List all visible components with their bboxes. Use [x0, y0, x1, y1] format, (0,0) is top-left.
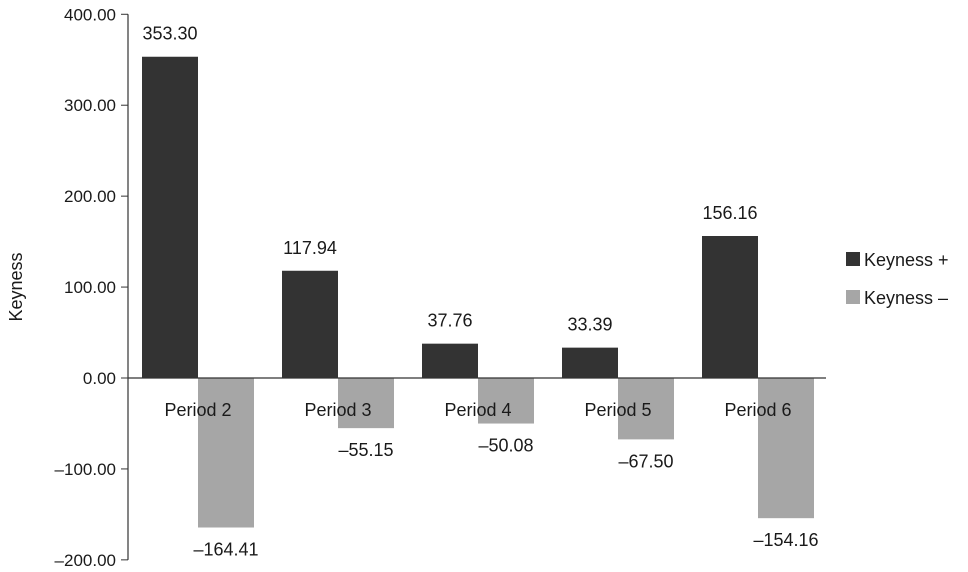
legend-swatch-keyness-plus [846, 252, 860, 266]
category-label: Period 2 [164, 400, 231, 420]
data-label-keyness-plus: 353.30 [142, 24, 197, 44]
category-label: Period 5 [584, 400, 651, 420]
data-label-keyness-minus: –50.08 [478, 436, 533, 456]
data-label-keyness-plus: 156.16 [702, 203, 757, 223]
y-axis-title: Keyness [6, 252, 26, 321]
y-tick-label: –100.00 [55, 460, 116, 479]
legend-label-keyness-minus: Keyness – [864, 288, 948, 308]
data-label-keyness-plus: 117.94 [283, 238, 337, 258]
y-tick-label: 300.00 [64, 96, 116, 115]
bars [142, 57, 814, 528]
bar-keyness-plus [282, 271, 338, 378]
legend-label-keyness-plus: Keyness + [864, 250, 949, 270]
bar-keyness-plus [562, 348, 618, 378]
data-label-keyness-minus: –67.50 [618, 451, 673, 471]
legend: Keyness + Keyness – [846, 250, 949, 308]
y-tick-label: 0.00 [83, 369, 116, 388]
y-tick-label: 400.00 [64, 5, 116, 24]
y-tick-label: –200.00 [55, 551, 116, 570]
bar-keyness-plus [422, 344, 478, 378]
category-label: Period 3 [304, 400, 371, 420]
bar-keyness-plus [702, 236, 758, 378]
y-tick-label: 200.00 [64, 187, 116, 206]
data-label-keyness-minus: –55.15 [338, 440, 393, 460]
category-label: Period 6 [724, 400, 791, 420]
bar-keyness-plus [142, 57, 198, 378]
category-label: Period 4 [444, 400, 511, 420]
y-tick-label: 100.00 [64, 278, 116, 297]
data-label-keyness-plus: 37.76 [427, 311, 472, 331]
legend-swatch-keyness-minus [846, 290, 860, 304]
data-label-keyness-plus: 33.39 [567, 315, 612, 335]
data-label-keyness-minus: –164.41 [193, 539, 258, 559]
y-axis-ticks: 400.00 300.00 200.00 100.00 0.00 –100.00 –200.… [55, 5, 128, 570]
data-label-keyness-minus: –154.16 [753, 530, 818, 550]
